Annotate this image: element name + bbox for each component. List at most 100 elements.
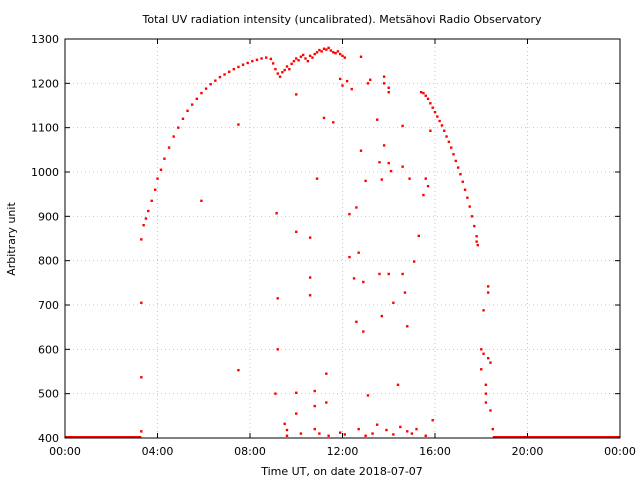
data-point (382, 144, 386, 147)
data-point (484, 392, 488, 395)
data-point (406, 325, 409, 328)
data-point (334, 51, 337, 55)
data-point (278, 75, 282, 78)
data-point (274, 67, 277, 71)
data-point (299, 55, 303, 58)
x-axis-label: Time UT, on date 2018-07-07 (260, 465, 423, 478)
y-tick-label: 800 (38, 255, 59, 268)
data-point (276, 72, 279, 75)
data-point (195, 97, 199, 101)
data-point (403, 291, 407, 294)
data-point (276, 297, 279, 300)
data-point (447, 140, 451, 144)
data-point (486, 357, 490, 360)
data-point (454, 159, 458, 163)
data-point (482, 352, 485, 355)
y-tick-label: 500 (38, 388, 59, 401)
y-tick-label: 700 (38, 299, 59, 312)
data-point (343, 56, 347, 59)
data-point (491, 427, 495, 431)
data-point (417, 234, 421, 238)
data-point (357, 251, 360, 254)
data-point (292, 59, 296, 63)
data-point (486, 291, 490, 294)
data-point (142, 224, 145, 227)
data-point (308, 54, 312, 58)
data-point (369, 78, 372, 81)
data-point (295, 230, 298, 234)
chart-title: Total UV radiation intensity (uncalibrat… (142, 13, 542, 26)
data-point (426, 184, 430, 188)
data-point (461, 180, 464, 183)
data-point (172, 135, 175, 138)
data-point (343, 433, 347, 436)
data-point (489, 409, 492, 412)
data-point (338, 431, 342, 434)
data-point (480, 348, 483, 351)
data-point (449, 146, 453, 149)
data-point (489, 361, 492, 364)
data-point (327, 434, 330, 437)
y-tick-label: 600 (38, 343, 59, 356)
data-point (140, 238, 143, 241)
data-point (327, 46, 330, 50)
data-point (452, 153, 455, 156)
data-point (325, 401, 328, 404)
data-point (338, 77, 342, 81)
x-tick-label: 08:00 (234, 445, 266, 458)
data-point (295, 93, 298, 96)
data-point (375, 423, 379, 426)
data-point (396, 383, 400, 386)
data-point (431, 419, 434, 422)
data-point (380, 314, 384, 318)
data-point (406, 430, 409, 433)
data-point (401, 124, 404, 128)
data-point (274, 392, 277, 395)
data-point (285, 434, 289, 437)
data-point (313, 427, 316, 431)
data-point (468, 205, 471, 208)
data-point (159, 168, 163, 171)
x-tick-label: 20:00 (512, 445, 544, 458)
data-point (348, 212, 351, 216)
data-point (387, 272, 390, 276)
data-point (237, 123, 240, 126)
data-point (285, 65, 289, 68)
data-point (308, 276, 312, 279)
data-point (295, 412, 298, 415)
data-point (290, 62, 293, 66)
data-point (385, 428, 388, 432)
data-point (322, 116, 326, 120)
data-point (484, 401, 488, 404)
data-point (150, 199, 153, 203)
data-point (359, 55, 363, 58)
data-point (313, 404, 316, 408)
data-point (281, 71, 284, 74)
data-point (412, 260, 416, 263)
data-point (241, 63, 245, 66)
data-point (475, 235, 478, 238)
data-point (399, 425, 402, 429)
data-point (438, 119, 441, 123)
data-point (269, 57, 273, 61)
data-point (352, 277, 356, 280)
data-point (283, 422, 286, 426)
data-point (299, 432, 303, 435)
data-point (362, 280, 365, 284)
data-point (345, 79, 349, 83)
data-point (415, 427, 418, 431)
data-point (255, 58, 259, 62)
data-point (237, 65, 240, 69)
data-point (475, 240, 478, 243)
x-tick-label: 12:00 (327, 445, 359, 458)
y-tick-label: 1300 (31, 33, 59, 46)
y-axis-label: Arbitrary unit (5, 202, 18, 276)
data-point (341, 84, 344, 87)
data-point (276, 348, 279, 351)
data-point (366, 394, 370, 397)
data-point (382, 75, 386, 78)
data-point (426, 97, 430, 101)
data-point (297, 59, 300, 62)
data-point (237, 368, 240, 372)
